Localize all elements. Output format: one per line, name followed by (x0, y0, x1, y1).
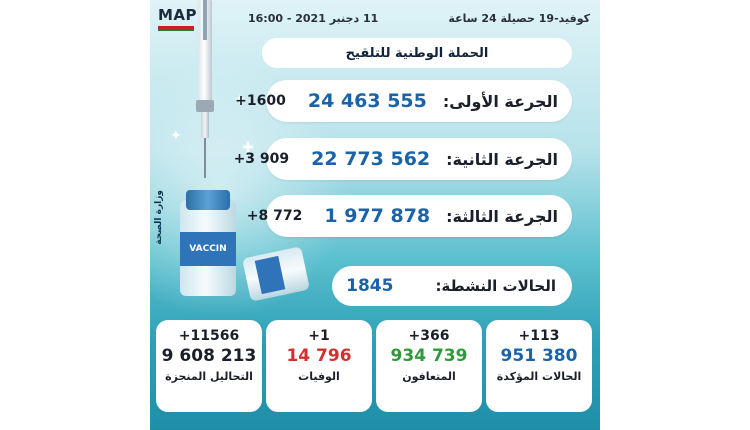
stat-value: 951 380 (500, 346, 578, 366)
stat-delta: +113 (518, 328, 560, 344)
stat-value: 9 608 213 (161, 346, 257, 366)
stat-delta: +1 (308, 328, 330, 344)
vial-label: VACCIN (180, 232, 236, 266)
dose-value: 1 977 878 (324, 205, 431, 227)
vial-cap (186, 190, 230, 210)
map-logo: MAP (158, 6, 198, 24)
stat-label: الوفيات (298, 370, 340, 383)
dose-row-first: الجرعة الأولى: 24 463 555 +1600 (235, 80, 572, 122)
stat-card-confirmed: +113 951 380 الحالات المؤكدة (486, 320, 592, 412)
sparkle-icon: ✦ (234, 92, 246, 108)
stat-value: 934 739 (390, 346, 468, 366)
dose-delta: +3 909 (233, 151, 290, 167)
sparkle-icon: ✦ (170, 128, 182, 144)
needle-icon (204, 138, 206, 178)
dose-label: الجرعة الثانية: (446, 149, 558, 169)
dose-label: الجرعة الأولى: (442, 91, 558, 111)
dose-row-third: الجرعة الثالثة: 1 977 878 +8 772 (247, 195, 572, 237)
campaign-title: الحملة الوطنية للتلقيح (262, 38, 572, 68)
syringe-hub (201, 112, 209, 138)
active-cases-label: الحالات النشطة: (435, 277, 556, 295)
active-cases-row: الحالات النشطة: 1845 (332, 266, 572, 306)
stat-label: المتعافون (402, 370, 456, 383)
stat-label: التحاليل المنجزة (165, 370, 253, 383)
logo-flag-red (158, 26, 194, 29)
syringe-icon (198, 0, 212, 112)
syringe-band (196, 100, 214, 112)
stat-card-recovered: +366 934 739 المتعافون (376, 320, 482, 412)
stat-value: 14 796 (286, 346, 352, 366)
dose-delta: +8 772 (246, 208, 303, 224)
logo-flag-green (158, 29, 194, 31)
dose-delta: +1600 (235, 93, 286, 109)
stat-card-tests: +11566 9 608 213 التحاليل المنجزة (156, 320, 262, 412)
ministry-label: وزارة الصحة (154, 190, 164, 245)
stat-delta: +366 (408, 328, 450, 344)
date-time: 11 دجنبر 2021 - 16:00 (248, 12, 379, 25)
stat-card-deaths: +1 14 796 الوفيات (266, 320, 372, 412)
dose-label: الجرعة الثالثة: (446, 206, 558, 226)
sparkle-icon: ✚ (242, 140, 254, 156)
stat-delta: +11566 (178, 328, 240, 344)
dose-value: 22 773 562 (311, 148, 431, 170)
stat-label: الحالات المؤكدة (496, 370, 582, 383)
active-cases-value: 1845 (346, 276, 394, 296)
dose-value: 24 463 555 (307, 90, 427, 112)
report-topic: كوفيد-19 حصيلة 24 ساعة (448, 12, 590, 25)
syringe-plunger (203, 0, 207, 40)
dose-row-second: الجرعة الثانية: 22 773 562 +3 909 (234, 138, 572, 180)
